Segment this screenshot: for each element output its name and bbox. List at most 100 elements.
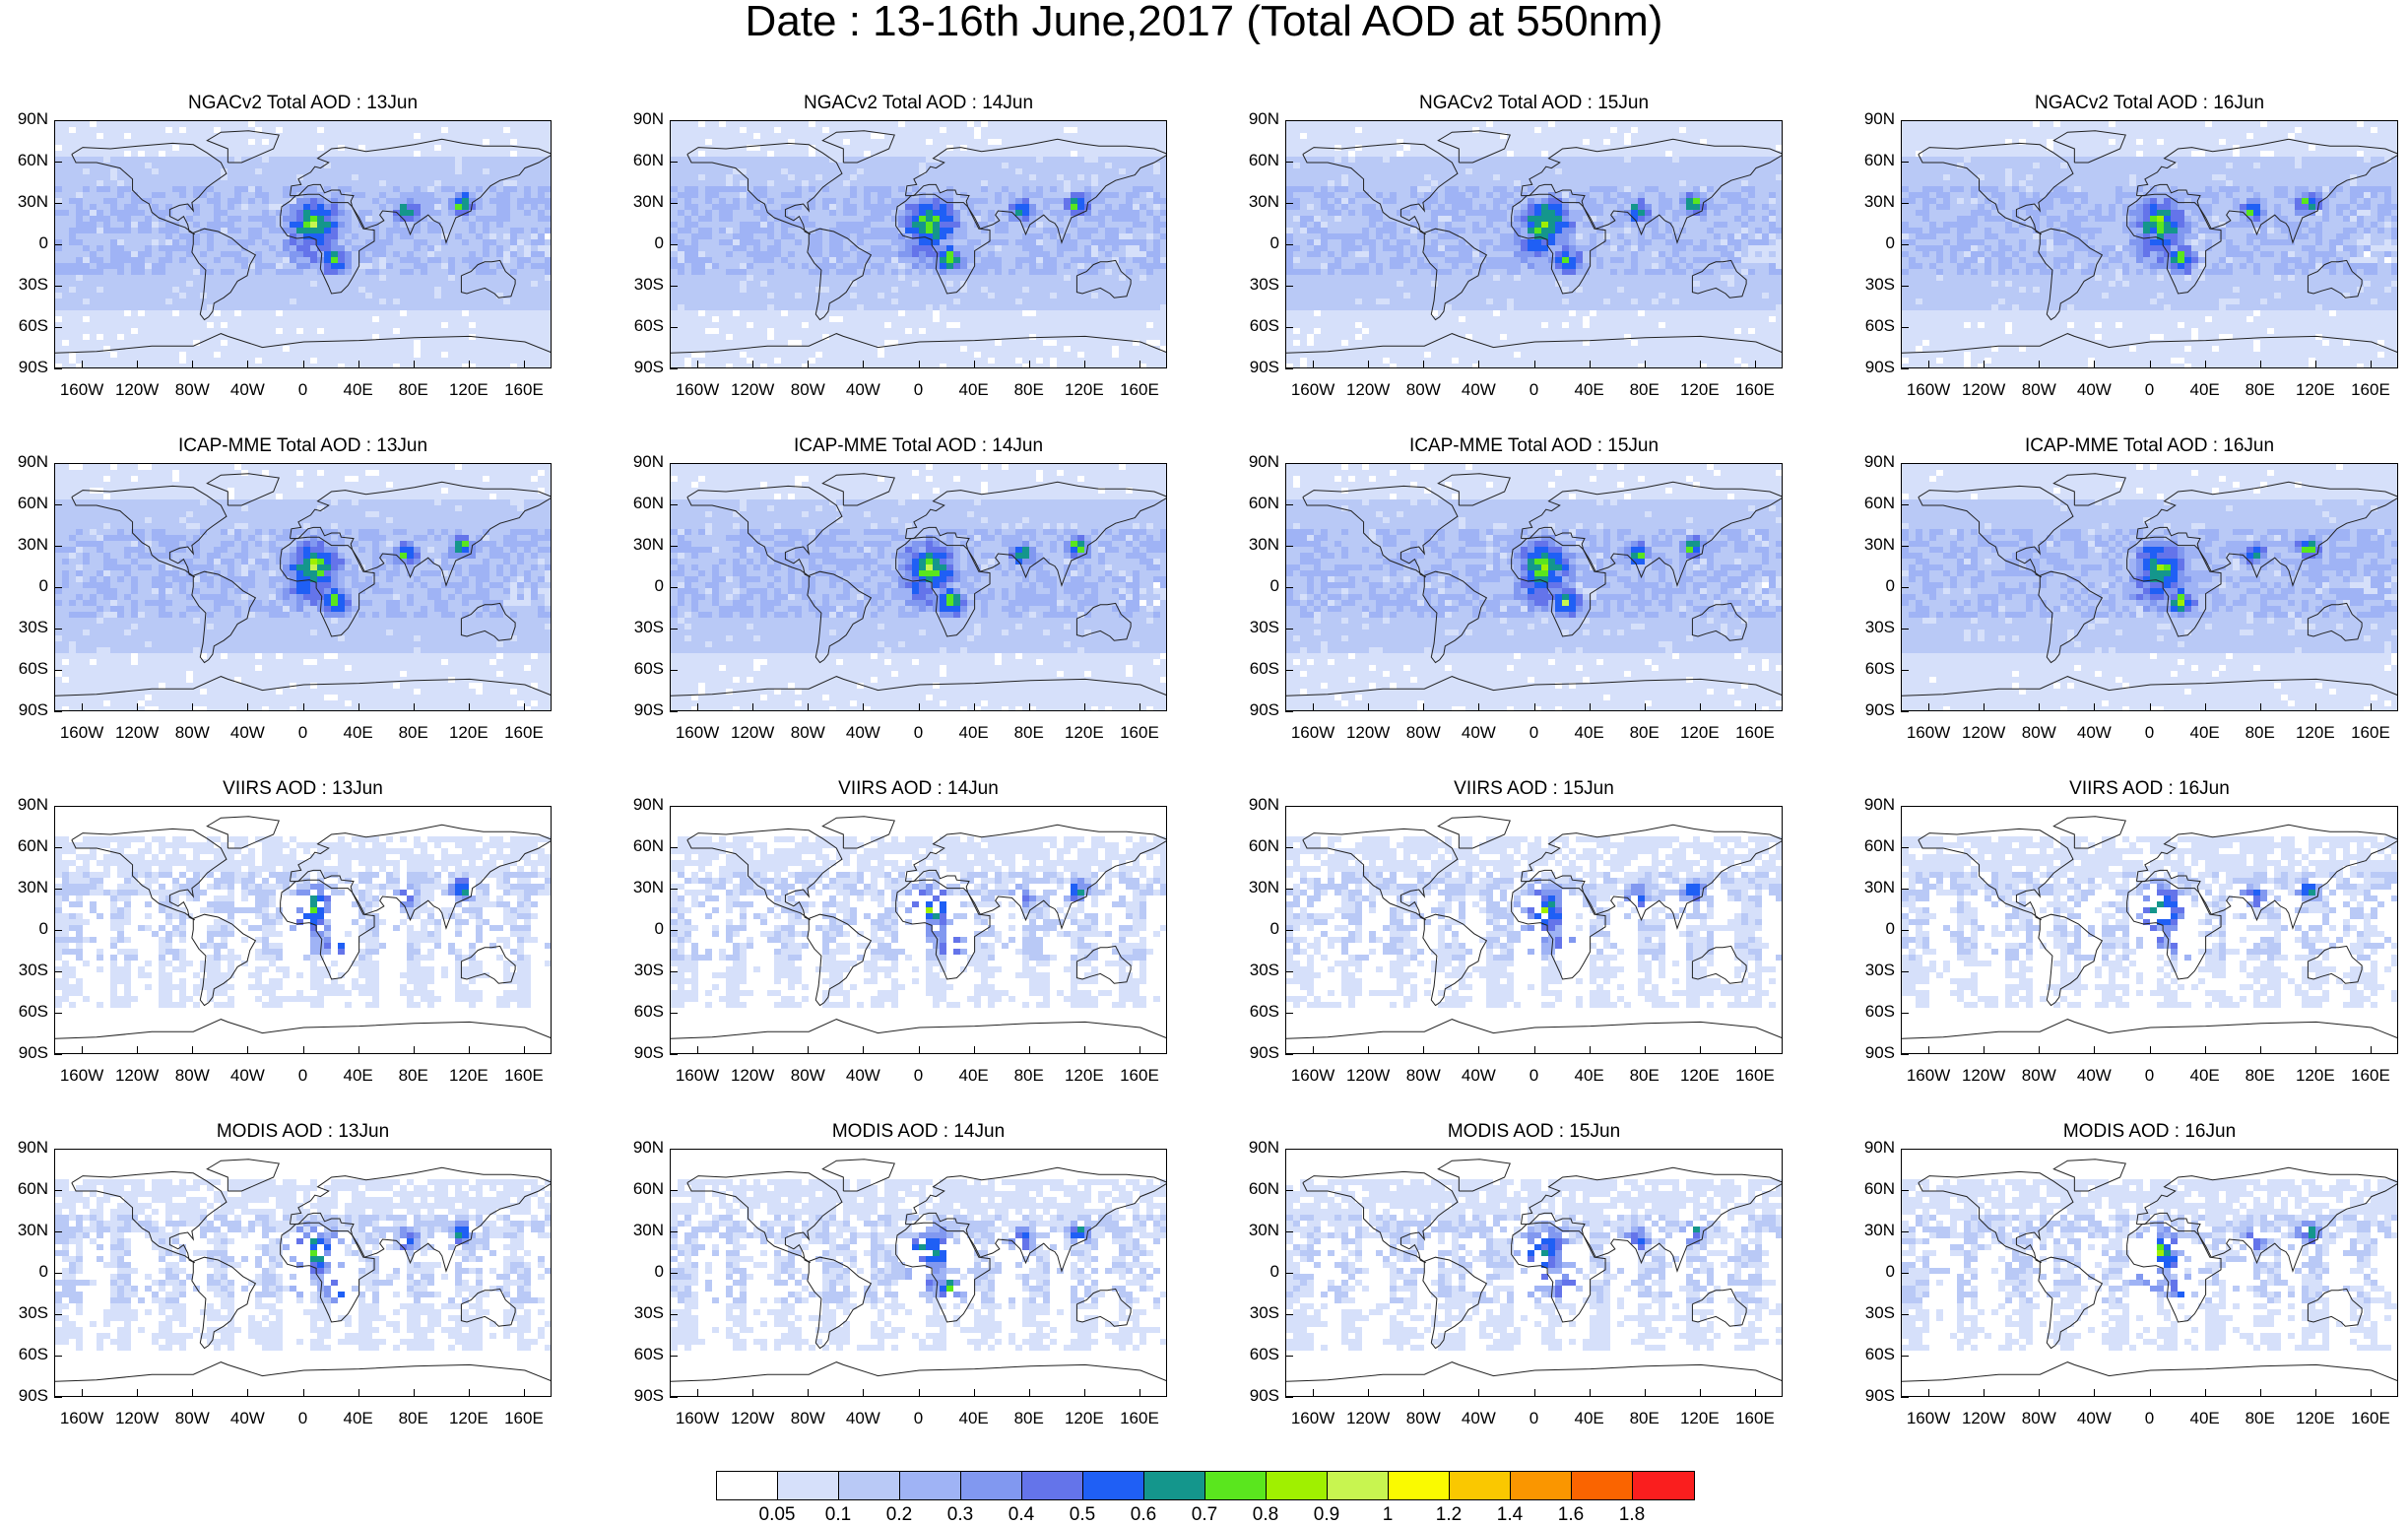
- aod-cell: [69, 269, 76, 275]
- aod-cell: [269, 127, 276, 133]
- aod-cell: [379, 228, 386, 233]
- aod-cell: [110, 263, 117, 269]
- aod-cell: [365, 174, 372, 180]
- aod-cell: [303, 228, 310, 233]
- aod-cell: [912, 222, 919, 228]
- aod-cell: [733, 204, 740, 210]
- aod-cell: [898, 251, 905, 257]
- aod-cell: [448, 257, 455, 263]
- aod-cell: [269, 228, 276, 233]
- aod-cell: [241, 299, 248, 304]
- aod-cell: [802, 334, 809, 340]
- aod-cell: [871, 287, 878, 293]
- aod-cell: [719, 340, 726, 346]
- aod-cell: [940, 139, 946, 145]
- aod-cell: [462, 168, 469, 174]
- aod-cell: [884, 239, 891, 245]
- aod-cell: [462, 192, 469, 198]
- aod-cell: [345, 304, 352, 310]
- aod-cell: [878, 198, 884, 204]
- aod-cell: [276, 233, 283, 239]
- aod-cell: [152, 352, 159, 358]
- aod-cell: [303, 121, 310, 127]
- aod-cell: [719, 145, 726, 151]
- lat-tick: [54, 327, 62, 328]
- aod-cell: [843, 157, 850, 163]
- aod-cell: [386, 358, 393, 364]
- aod-cell: [995, 228, 1002, 233]
- aod-cell: [97, 180, 103, 186]
- aod-cell: [386, 228, 393, 233]
- aod-cell: [919, 310, 926, 316]
- aod-cell: [981, 346, 988, 352]
- aod-cell: [469, 257, 476, 263]
- aod-cell: [179, 316, 186, 322]
- aod-cell: [698, 192, 705, 198]
- aod-cell: [310, 157, 317, 163]
- aod-cell: [248, 186, 255, 192]
- aod-cell: [269, 186, 276, 192]
- aod-cell: [441, 192, 448, 198]
- aod-cell: [489, 304, 496, 310]
- aod-cell: [200, 163, 207, 168]
- aod-cell: [186, 174, 193, 180]
- aod-cell: [489, 364, 496, 368]
- aod-cell: [836, 192, 843, 198]
- aod-cell: [221, 198, 228, 204]
- aod-cell: [469, 304, 476, 310]
- aod-cell: [179, 287, 186, 293]
- aod-cell: [55, 263, 62, 269]
- aod-cell: [496, 269, 503, 275]
- aod-cell: [719, 334, 726, 340]
- aod-cell: [912, 263, 919, 269]
- aod-cell: [510, 186, 517, 192]
- aod-cell: [276, 263, 283, 269]
- aod-cell: [407, 334, 414, 340]
- aod-cell: [967, 251, 974, 257]
- aod-cell: [83, 245, 90, 251]
- aod-cell: [967, 139, 974, 145]
- aod-cell: [76, 239, 83, 245]
- aod-cell: [747, 328, 753, 334]
- aod-cell: [691, 233, 698, 239]
- aod-cell: [809, 287, 815, 293]
- aod-cell: [228, 352, 234, 358]
- aod-cell: [705, 233, 712, 239]
- aod-cell: [338, 210, 345, 216]
- aod-cell: [871, 186, 878, 192]
- aod-cell: [926, 340, 933, 346]
- aod-cell: [995, 174, 1002, 180]
- aod-cell: [822, 269, 829, 275]
- aod-cell: [898, 299, 905, 304]
- aod-cell: [110, 133, 117, 139]
- aod-cell: [221, 186, 228, 192]
- aod-cell: [165, 192, 172, 198]
- aod-cell: [331, 192, 338, 198]
- aod-cell: [69, 222, 76, 228]
- aod-cell: [145, 269, 152, 275]
- aod-cell: [545, 287, 552, 293]
- lat-tick: [54, 120, 62, 121]
- aod-cell: [83, 216, 90, 222]
- aod-cell: [960, 251, 967, 257]
- aod-cell: [145, 216, 152, 222]
- aod-cell: [462, 163, 469, 168]
- aod-cell: [815, 275, 822, 281]
- aod-cell: [290, 310, 296, 316]
- aod-cell: [967, 186, 974, 192]
- aod-cell: [822, 145, 829, 151]
- aod-cell: [981, 304, 988, 310]
- aod-cell: [698, 257, 705, 263]
- aod-cell: [234, 239, 241, 245]
- aod-cell: [898, 198, 905, 204]
- aod-cell: [857, 210, 864, 216]
- aod-cell: [1002, 263, 1009, 269]
- aod-cell: [283, 198, 290, 204]
- aod-cell: [393, 216, 400, 222]
- aod-cell: [926, 192, 933, 198]
- aod-cell: [476, 251, 483, 257]
- aod-cell: [317, 228, 324, 233]
- aod-cell: [691, 299, 698, 304]
- aod-cell: [712, 245, 719, 251]
- aod-cell: [878, 121, 884, 127]
